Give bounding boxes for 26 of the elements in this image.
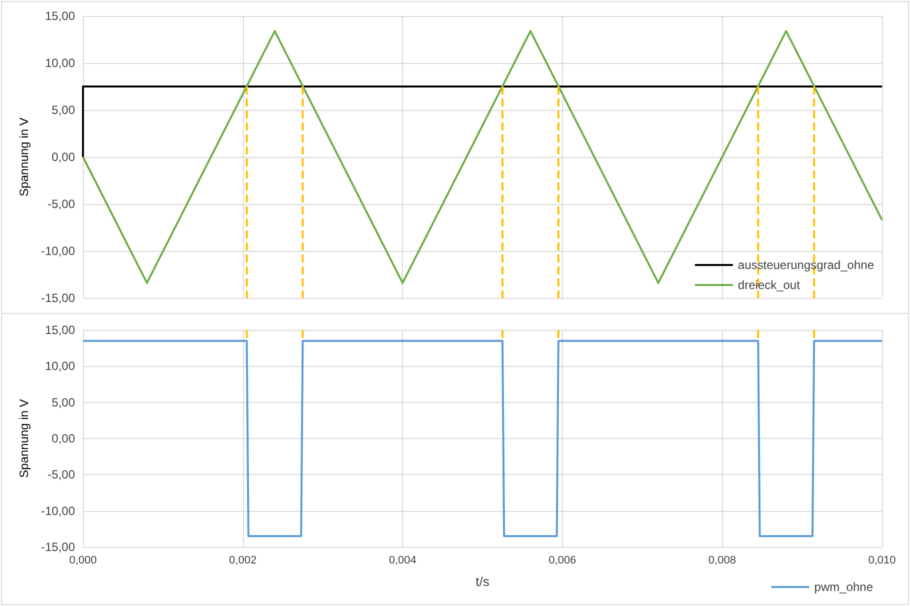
x-tick-label: 0,000 [69,554,97,566]
y-tick-label: 10,00 [44,359,76,374]
y-tick-label: 15,00 [44,9,76,23]
y-tick-label: -10,00 [40,244,76,258]
y-tick-label: 5,00 [52,103,76,117]
y-tick-label: 0,00 [52,432,76,446]
y-tick-label: 5,00 [52,395,76,410]
y-tick-label: -15,00 [40,291,76,305]
x-tick-label: 0,002 [229,554,257,566]
legend-label: dreieck_out [738,278,801,292]
x-tick-label: 0,006 [548,554,576,566]
y-axis-title: Spannung in V [17,118,32,196]
y-tick-label: 10,00 [44,56,76,70]
legend-label: aussteuerungsgrad_ohne [738,258,874,272]
y-tick-label: -15,00 [40,540,76,554]
y-tick-label: 0,00 [52,150,76,164]
x-tick-label: 0,008 [708,554,736,566]
x-tick-label: 0,010 [868,554,896,566]
y-tick-label: -5,00 [48,468,76,482]
y-tick-label: -5,00 [48,197,76,211]
y-tick-label: -10,00 [40,504,76,518]
y-tick-label: 15,00 [44,323,76,337]
y-axis-title: Spannung in V [17,399,32,478]
x-axis-title: t/s [476,574,490,589]
legend-label: pwm_ohne [814,580,874,594]
x-tick-label: 0,004 [388,554,416,566]
